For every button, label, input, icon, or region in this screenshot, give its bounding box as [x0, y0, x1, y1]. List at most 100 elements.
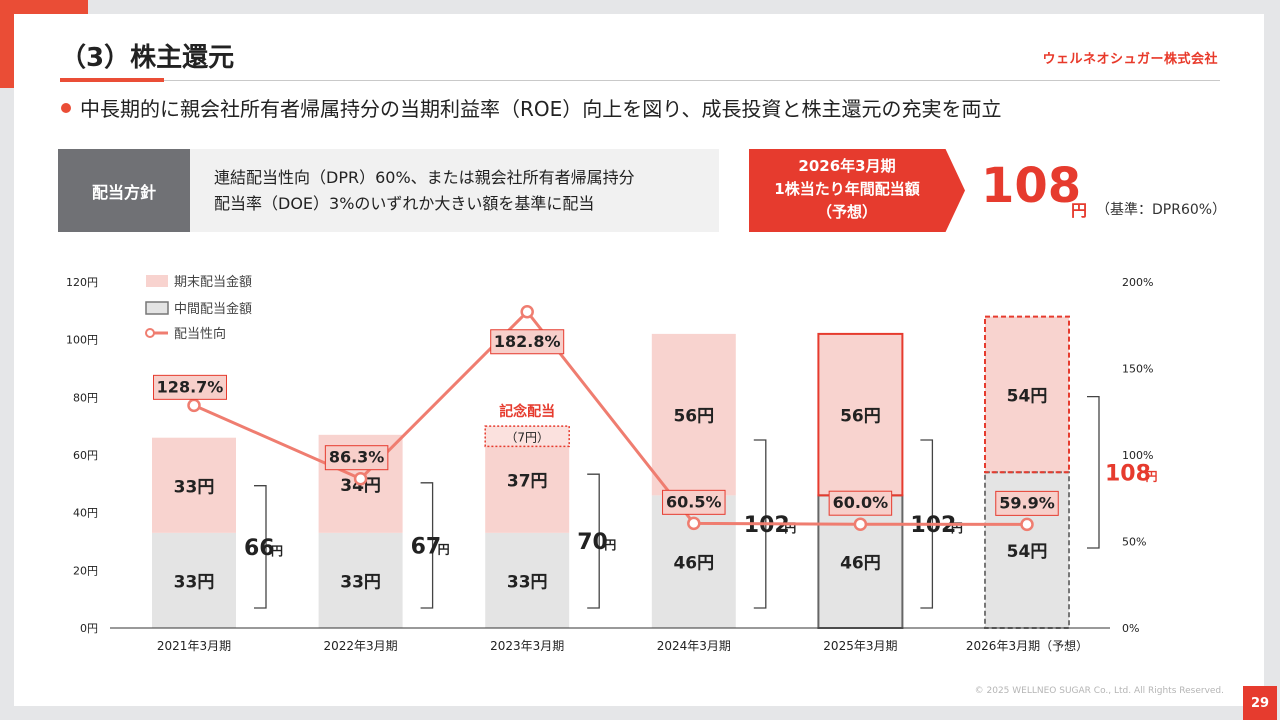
y-right-tick-label: 150% [1122, 363, 1153, 376]
legend-swatch-marker [145, 328, 155, 338]
bar-label-final: 56円 [673, 407, 714, 427]
total-unit: 円 [604, 538, 616, 552]
payout-ratio-label: 86.3% [329, 448, 385, 467]
payout-ratio-label: 128.7% [157, 377, 224, 396]
forecast-chevron-text: 2026年3月期 1株当たり年間配当額 （予想） [749, 155, 945, 224]
bar-label-final: 37円 [507, 472, 548, 492]
x-tick-label: 2022年3月期 [324, 639, 398, 653]
legend-swatch-final [146, 275, 168, 287]
company-logo: ウェルネオシュガー株式会社 [1042, 52, 1218, 67]
bar-final [818, 333, 903, 496]
y-left-tick-label: 120円 [66, 276, 98, 289]
dps-note: （基準：DPR60%） [1096, 202, 1227, 218]
bar-label-interim: 33円 [507, 572, 548, 592]
payout-ratio-label-box [995, 490, 1059, 516]
y-right-tick-label: 100% [1122, 449, 1153, 462]
legend-label: 中間配当金額 [174, 301, 252, 317]
total-label: 70 [577, 530, 608, 555]
policy-label-text: 配当方針 [91, 182, 156, 202]
page-number: 29 [1243, 686, 1277, 720]
y-right-tick-label: 50% [1122, 536, 1146, 549]
total-label: 102 [744, 513, 790, 538]
bar-label-interim: 33円 [174, 572, 215, 592]
bar-label-final: 54円 [1007, 386, 1048, 406]
bar-final [651, 333, 736, 496]
payout-ratio-label-box [324, 445, 389, 471]
bar-final-outline [984, 315, 1070, 474]
commemorative-box [484, 425, 570, 448]
payout-ratio-label: 60.0% [833, 493, 889, 512]
x-tick-label: 2021年3月期 [157, 639, 231, 653]
title-underline [60, 78, 164, 82]
total-bracket [1087, 395, 1100, 549]
payout-ratio-label-box [153, 374, 227, 400]
payout-ratio-marker [353, 471, 368, 486]
forecast-line-2: 1株当たり年間配当額 [774, 180, 920, 198]
payout-ratio-marker [1020, 517, 1034, 532]
bar-final [985, 316, 1069, 473]
bar-label-interim: 46円 [840, 554, 881, 574]
y-left-tick-label: 60円 [73, 449, 98, 462]
legend-label: 期末配当金額 [174, 274, 252, 290]
bar-interim [318, 532, 403, 628]
payout-ratio-marker [687, 516, 701, 531]
dps-unit: 円 [1071, 201, 1088, 220]
page-title: （3）株主還元 [60, 43, 235, 73]
bar-label-final: 34円 [340, 476, 381, 496]
bar-final [152, 437, 236, 533]
policy-box: 連結配当性向（DPR）60%、または親会社所有者帰属持分 配当率（DOE）3%の… [190, 149, 719, 232]
payout-ratio-label-box [662, 489, 726, 515]
payout-ratio-marker [187, 398, 201, 413]
dps-value: 108 [981, 158, 1082, 214]
bar-label-final: 33円 [174, 477, 215, 497]
payout-ratio-marker [520, 305, 534, 319]
forecast-line-3: （予想） [816, 203, 877, 221]
bullet-dot-icon [61, 103, 71, 113]
forecast-line-1: 2026年3月期 [798, 157, 896, 175]
payout-ratio-label-box [490, 329, 565, 355]
total-unit: 円 [1146, 469, 1158, 483]
commemorative-title: 記念配当 [499, 403, 555, 420]
bar-interim [485, 532, 570, 628]
total-unit: 円 [438, 542, 450, 556]
bar-label-interim: 33円 [340, 572, 381, 592]
copyright: © 2025 WELLNEO SUGAR Co., Ltd. All Right… [974, 686, 1224, 696]
forecast-chevron: 2026年3月期 1株当たり年間配当額 （予想） [749, 149, 965, 232]
payout-ratio-label: 182.8% [494, 332, 561, 351]
total-label: 67 [411, 534, 442, 559]
x-tick-label: 2024年3月期 [657, 639, 731, 653]
y-left-tick-label: 0円 [80, 622, 98, 635]
bar-interim [152, 532, 236, 628]
y-right-tick-label: 200% [1122, 276, 1153, 289]
total-unit: 円 [271, 544, 283, 558]
policy-text: 連結配当性向（DPR）60%、または親会社所有者帰属持分 配当率（DOE）3%の… [214, 165, 714, 217]
total-bracket [420, 482, 434, 609]
payout-ratio-marker [853, 517, 868, 531]
total-label: 108 [1105, 461, 1151, 486]
commemorative-label: （7円） [505, 430, 549, 444]
x-tick-label: 2025年3月期 [823, 639, 897, 653]
y-right-tick-label: 0% [1122, 622, 1139, 635]
y-left-tick-label: 100円 [66, 334, 98, 347]
payout-ratio-label-box [828, 490, 893, 516]
policy-line-1: 連結配当性向（DPR）60%、または親会社所有者帰属持分 [214, 168, 635, 187]
bar-label-interim: 54円 [1007, 542, 1048, 562]
bar-label-interim: 46円 [673, 554, 714, 574]
lead-text: 中長期的に親会社所有者帰属持分の当期利益率（ROE）向上を図り、成長投資と株主還… [80, 97, 1002, 121]
x-tick-label: 2026年3月期（予想） [966, 638, 1088, 653]
total-label: 66 [244, 536, 275, 561]
y-left-tick-label: 80円 [73, 391, 98, 404]
total-bracket [587, 473, 600, 609]
x-tick-label: 2023年3月期 [490, 639, 564, 653]
total-bracket [254, 485, 267, 609]
y-left-tick-label: 40円 [73, 507, 98, 520]
legend-swatch-interim [145, 301, 169, 315]
payout-ratio-label: 59.9% [999, 493, 1055, 512]
policy-label: 配当方針 [58, 149, 190, 232]
y-left-tick-label: 20円 [73, 564, 98, 577]
policy-line-2: 配当率（DOE）3%のいずれか大きい額を基準に配当 [214, 194, 595, 213]
payout-ratio-label: 60.5% [666, 492, 722, 511]
legend-label: 配当性向 [174, 326, 226, 342]
bar-label-final: 56円 [840, 407, 881, 427]
